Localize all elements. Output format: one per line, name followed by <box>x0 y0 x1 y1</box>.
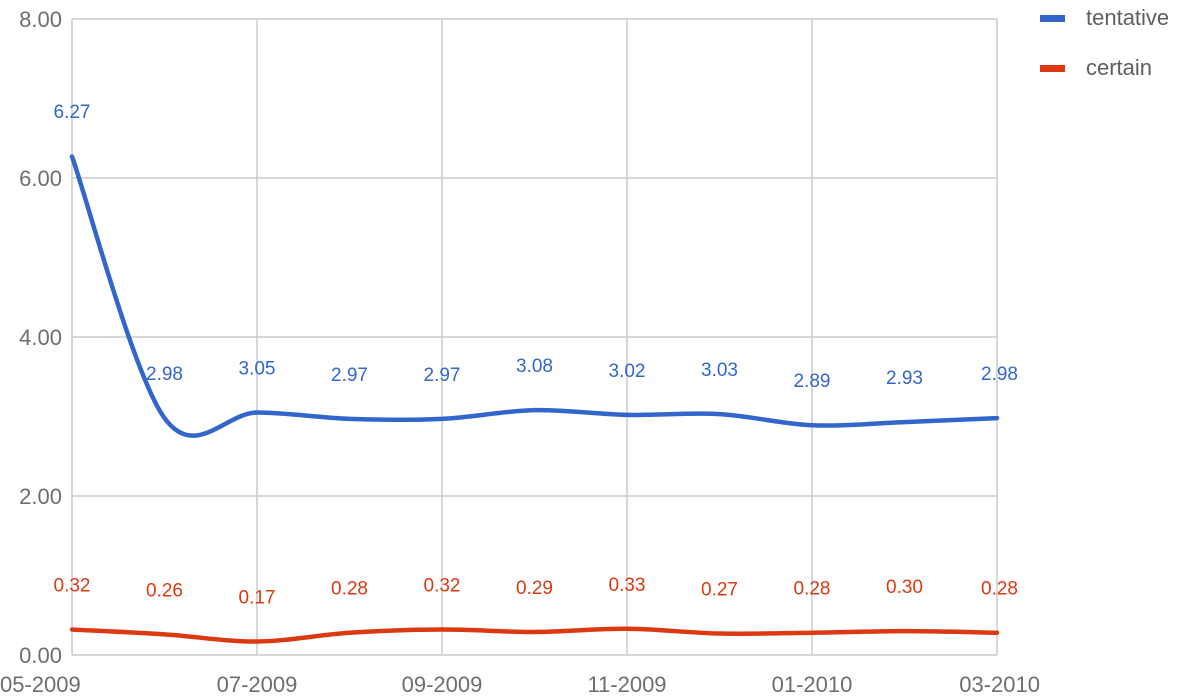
data-label-tentative: 6.27 <box>54 102 91 123</box>
legend-label-certain: certain <box>1086 55 1153 80</box>
data-label-tentative: 2.89 <box>794 371 831 392</box>
data-label-tentative: 2.93 <box>886 368 923 389</box>
x-tick-label: 07-2009 <box>217 672 298 697</box>
y-tick-label: 4.00 <box>19 325 62 350</box>
data-label-certain: 0.30 <box>886 577 923 598</box>
legend-item-tentative[interactable]: tentative <box>1040 5 1170 30</box>
data-labels: 6.27 2.98 3.05 2.97 2.97 3.08 3.02 3.03 2.89 2.93… <box>54 102 1018 608</box>
data-label-certain: 0.32 <box>424 576 461 597</box>
data-label-certain: 0.32 <box>54 576 91 597</box>
x-tick-label: 03-2010 <box>959 672 1040 697</box>
legend-label-tentative: tentative <box>1086 5 1170 30</box>
x-axis-tick-labels: 05-2009 07-2009 09-2009 11-2009 01-2010 03-20… <box>0 672 1040 697</box>
data-label-certain: 0.26 <box>146 580 183 601</box>
data-label-tentative: 3.08 <box>516 356 553 377</box>
data-label-tentative: 2.98 <box>981 364 1018 385</box>
x-tick-label: 05-2009 <box>0 672 81 697</box>
data-label-tentative: 3.05 <box>239 359 276 380</box>
data-label-certain: 0.28 <box>331 579 368 600</box>
legend-swatch-certain <box>1040 64 1065 72</box>
x-tick-label: 11-2009 <box>587 672 666 697</box>
y-tick-label: 6.00 <box>19 166 62 191</box>
series-lines <box>69 154 1000 644</box>
legend-swatch-tentative <box>1040 14 1065 22</box>
x-tick-label: 09-2009 <box>402 672 483 697</box>
y-tick-label: 2.00 <box>19 484 62 509</box>
data-label-tentative: 3.02 <box>609 361 646 382</box>
y-axis-tick-labels: 0.00 2.00 4.00 6.00 8.00 <box>19 7 62 668</box>
data-label-certain: 0.28 <box>794 579 831 600</box>
data-label-certain: 0.33 <box>609 575 646 596</box>
y-tick-label: 0.00 <box>19 643 62 668</box>
data-label-certain: 0.29 <box>516 578 553 599</box>
grid-lines <box>71 18 998 656</box>
legend-item-certain[interactable]: certain <box>1040 55 1169 80</box>
data-label-certain: 0.28 <box>981 579 1018 600</box>
series-line-tentative <box>69 154 1000 438</box>
data-label-certain: 0.17 <box>239 587 276 608</box>
data-label-tentative: 2.98 <box>146 364 183 385</box>
legend: tentative certain <box>1040 5 1170 106</box>
series-line-certain <box>69 626 1000 644</box>
y-tick-label: 8.00 <box>19 7 62 32</box>
data-label-tentative: 3.03 <box>701 360 738 381</box>
data-label-tentative: 2.97 <box>424 365 461 386</box>
data-label-certain: 0.27 <box>701 580 738 601</box>
data-label-tentative: 2.97 <box>331 365 368 386</box>
x-tick-label: 01-2010 <box>772 672 853 697</box>
